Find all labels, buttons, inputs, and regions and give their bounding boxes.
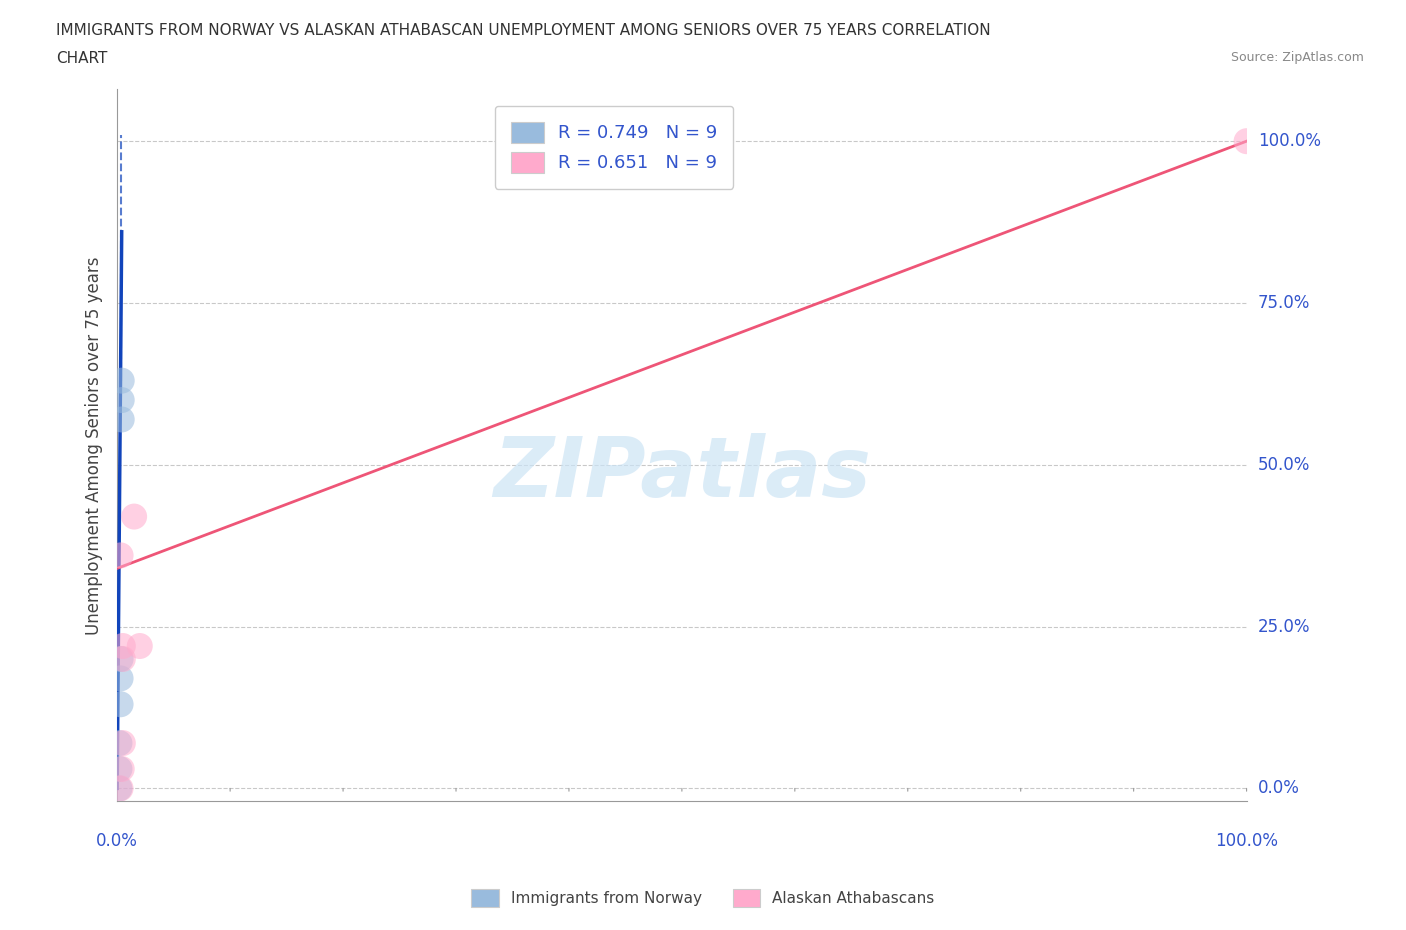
- Text: 100.0%: 100.0%: [1215, 832, 1278, 850]
- Point: [110, 548, 132, 563]
- Point: [111, 639, 134, 654]
- Text: ZIPatlas: ZIPatlas: [494, 433, 870, 514]
- Text: CHART: CHART: [56, 51, 108, 66]
- Text: IMMIGRANTS FROM NORWAY VS ALASKAN ATHABASCAN UNEMPLOYMENT AMONG SENIORS OVER 75 : IMMIGRANTS FROM NORWAY VS ALASKAN ATHABA…: [56, 23, 991, 38]
- Point: [1236, 134, 1258, 149]
- Text: 100.0%: 100.0%: [1258, 132, 1320, 150]
- Text: 0.0%: 0.0%: [1258, 779, 1299, 797]
- Point: [108, 762, 131, 777]
- Point: [111, 652, 134, 667]
- Text: Source: ZipAtlas.com: Source: ZipAtlas.com: [1230, 51, 1364, 64]
- Point: [110, 652, 132, 667]
- Point: [110, 781, 132, 796]
- Point: [111, 373, 134, 388]
- Point: [111, 392, 134, 407]
- Text: 75.0%: 75.0%: [1258, 294, 1310, 312]
- Point: [111, 762, 134, 777]
- Point: [110, 671, 132, 685]
- Text: 25.0%: 25.0%: [1258, 618, 1310, 635]
- Point: [122, 509, 145, 524]
- Point: [108, 781, 131, 796]
- Point: [111, 736, 134, 751]
- Point: [111, 412, 134, 427]
- Y-axis label: Unemployment Among Seniors over 75 years: Unemployment Among Seniors over 75 years: [86, 256, 103, 634]
- Legend: R = 0.749   N = 9, R = 0.651   N = 9: R = 0.749 N = 9, R = 0.651 N = 9: [495, 105, 734, 189]
- Point: [110, 697, 132, 711]
- Legend: Immigrants from Norway, Alaskan Athabascans: Immigrants from Norway, Alaskan Athabasc…: [465, 884, 941, 913]
- Point: [128, 639, 150, 654]
- Text: 0.0%: 0.0%: [96, 832, 138, 850]
- Point: [108, 736, 131, 751]
- Text: 50.0%: 50.0%: [1258, 456, 1310, 473]
